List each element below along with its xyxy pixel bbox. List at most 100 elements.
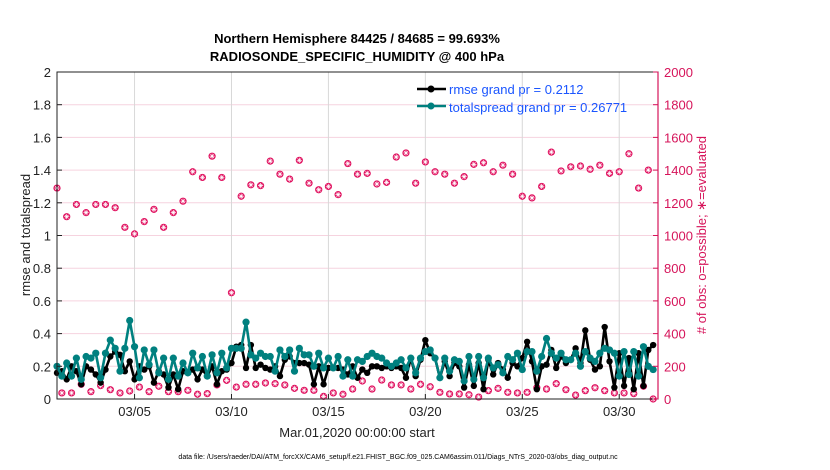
obs-evaluated-marker [131,231,138,237]
spread-point [72,354,80,362]
spread-point [615,372,623,380]
spread-point [310,362,318,370]
y-tick-label-right: 1600 [664,130,693,145]
obs-point [426,383,434,391]
obs-point [305,179,313,187]
spread-point [460,377,468,385]
obs-point [121,223,129,231]
rmse-point [630,385,637,393]
obs-point [315,186,323,194]
rmse-point [480,385,487,393]
spread-point [97,374,105,382]
obs-point [402,149,410,157]
obs-point [508,170,517,178]
obs-point [518,192,526,200]
obs-point [407,385,415,393]
obs-evaluated-marker [165,389,172,395]
obs-point [329,389,337,397]
obs-point [286,175,294,183]
obs-point [387,381,396,389]
spread-point [281,352,289,361]
obs-point [445,390,454,398]
obs-evaluated-marker [388,382,395,388]
obs-evaluated-marker [548,149,554,155]
obs-evaluated-marker [345,160,351,167]
y-tick-label-right: 800 [664,261,686,276]
obs-point [635,184,643,192]
obs-evaluated-marker [568,164,574,170]
spread-point [484,354,492,362]
spread-point [305,351,313,359]
rmse-point [228,359,235,367]
obs-point [542,385,551,393]
legend-marker-spread [427,102,435,110]
y-tick-label: 1 [44,229,51,244]
spread-point [203,372,211,380]
obs-evaluated-marker [524,389,530,395]
rmse-point [92,371,99,378]
obs-point [310,386,318,394]
obs-evaluated-marker [490,169,496,175]
spread-point [101,349,110,357]
obs-point [586,165,594,173]
obs-point [397,381,405,389]
obs-point [339,390,347,398]
spread-point [358,357,366,365]
obs-evaluated-marker [398,382,404,388]
obs-evaluated-marker [224,377,230,383]
y-tick-label-right: 2000 [664,65,693,80]
x-tick-label: 03/10 [215,404,248,419]
obs-evaluated-marker [185,387,191,393]
obs-point [368,385,376,393]
spread-point [445,367,454,375]
obs-evaluated-marker [238,193,244,199]
obs-point [237,192,245,200]
obs-evaluated-marker [577,163,584,169]
spread-point [242,318,250,326]
obs-evaluated-marker [306,180,312,186]
spread-point [92,349,100,357]
obs-evaluated-marker [267,158,273,164]
rmse-point [310,381,318,388]
rmse-point [116,351,124,359]
x-tick-label: 03/30 [603,404,636,419]
obs-point [644,166,652,174]
obs-evaluated-marker [374,181,380,187]
obs-evaluated-marker [626,151,632,157]
rmse-point [523,338,531,345]
rmse-point [300,359,308,367]
obs-point [324,182,333,191]
rmse-point [121,368,129,375]
obs-evaluated-marker [359,378,365,384]
y-tick-label: 1.6 [33,130,51,145]
y-tick-label-right: 600 [664,294,686,309]
spread-point [542,334,551,343]
obs-evaluated-marker [645,167,651,173]
rmse-point [78,381,85,388]
spread-point [547,349,555,357]
y-tick-label: 0 [44,392,51,407]
obs-evaluated-marker [350,386,356,392]
spread-point [426,346,434,354]
obs-evaluated-marker [354,171,361,177]
obs-evaluated-marker [93,201,99,208]
obs-evaluated-marker [253,381,259,387]
spread-point [164,375,173,383]
obs-point [334,191,342,199]
obs-point [111,204,119,212]
obs-point [140,218,148,226]
spread-point [567,356,575,364]
legend-spread: totalspread grand pr = 0.26771 [449,100,627,115]
spread-point [155,369,163,377]
spread-point [218,349,226,357]
obs-evaluated-marker [602,388,608,394]
rmse-point [606,358,613,365]
spread-point [475,352,483,361]
rmse-point [359,366,366,373]
rmse-point [126,358,133,365]
spread-point [237,344,245,352]
footer-data-file: data file: /Users/raeder/DAI/ATM_forcXX/… [178,454,618,461]
obs-evaluated-marker [505,389,511,395]
rmse-point [446,372,453,380]
spread-point [518,365,526,374]
